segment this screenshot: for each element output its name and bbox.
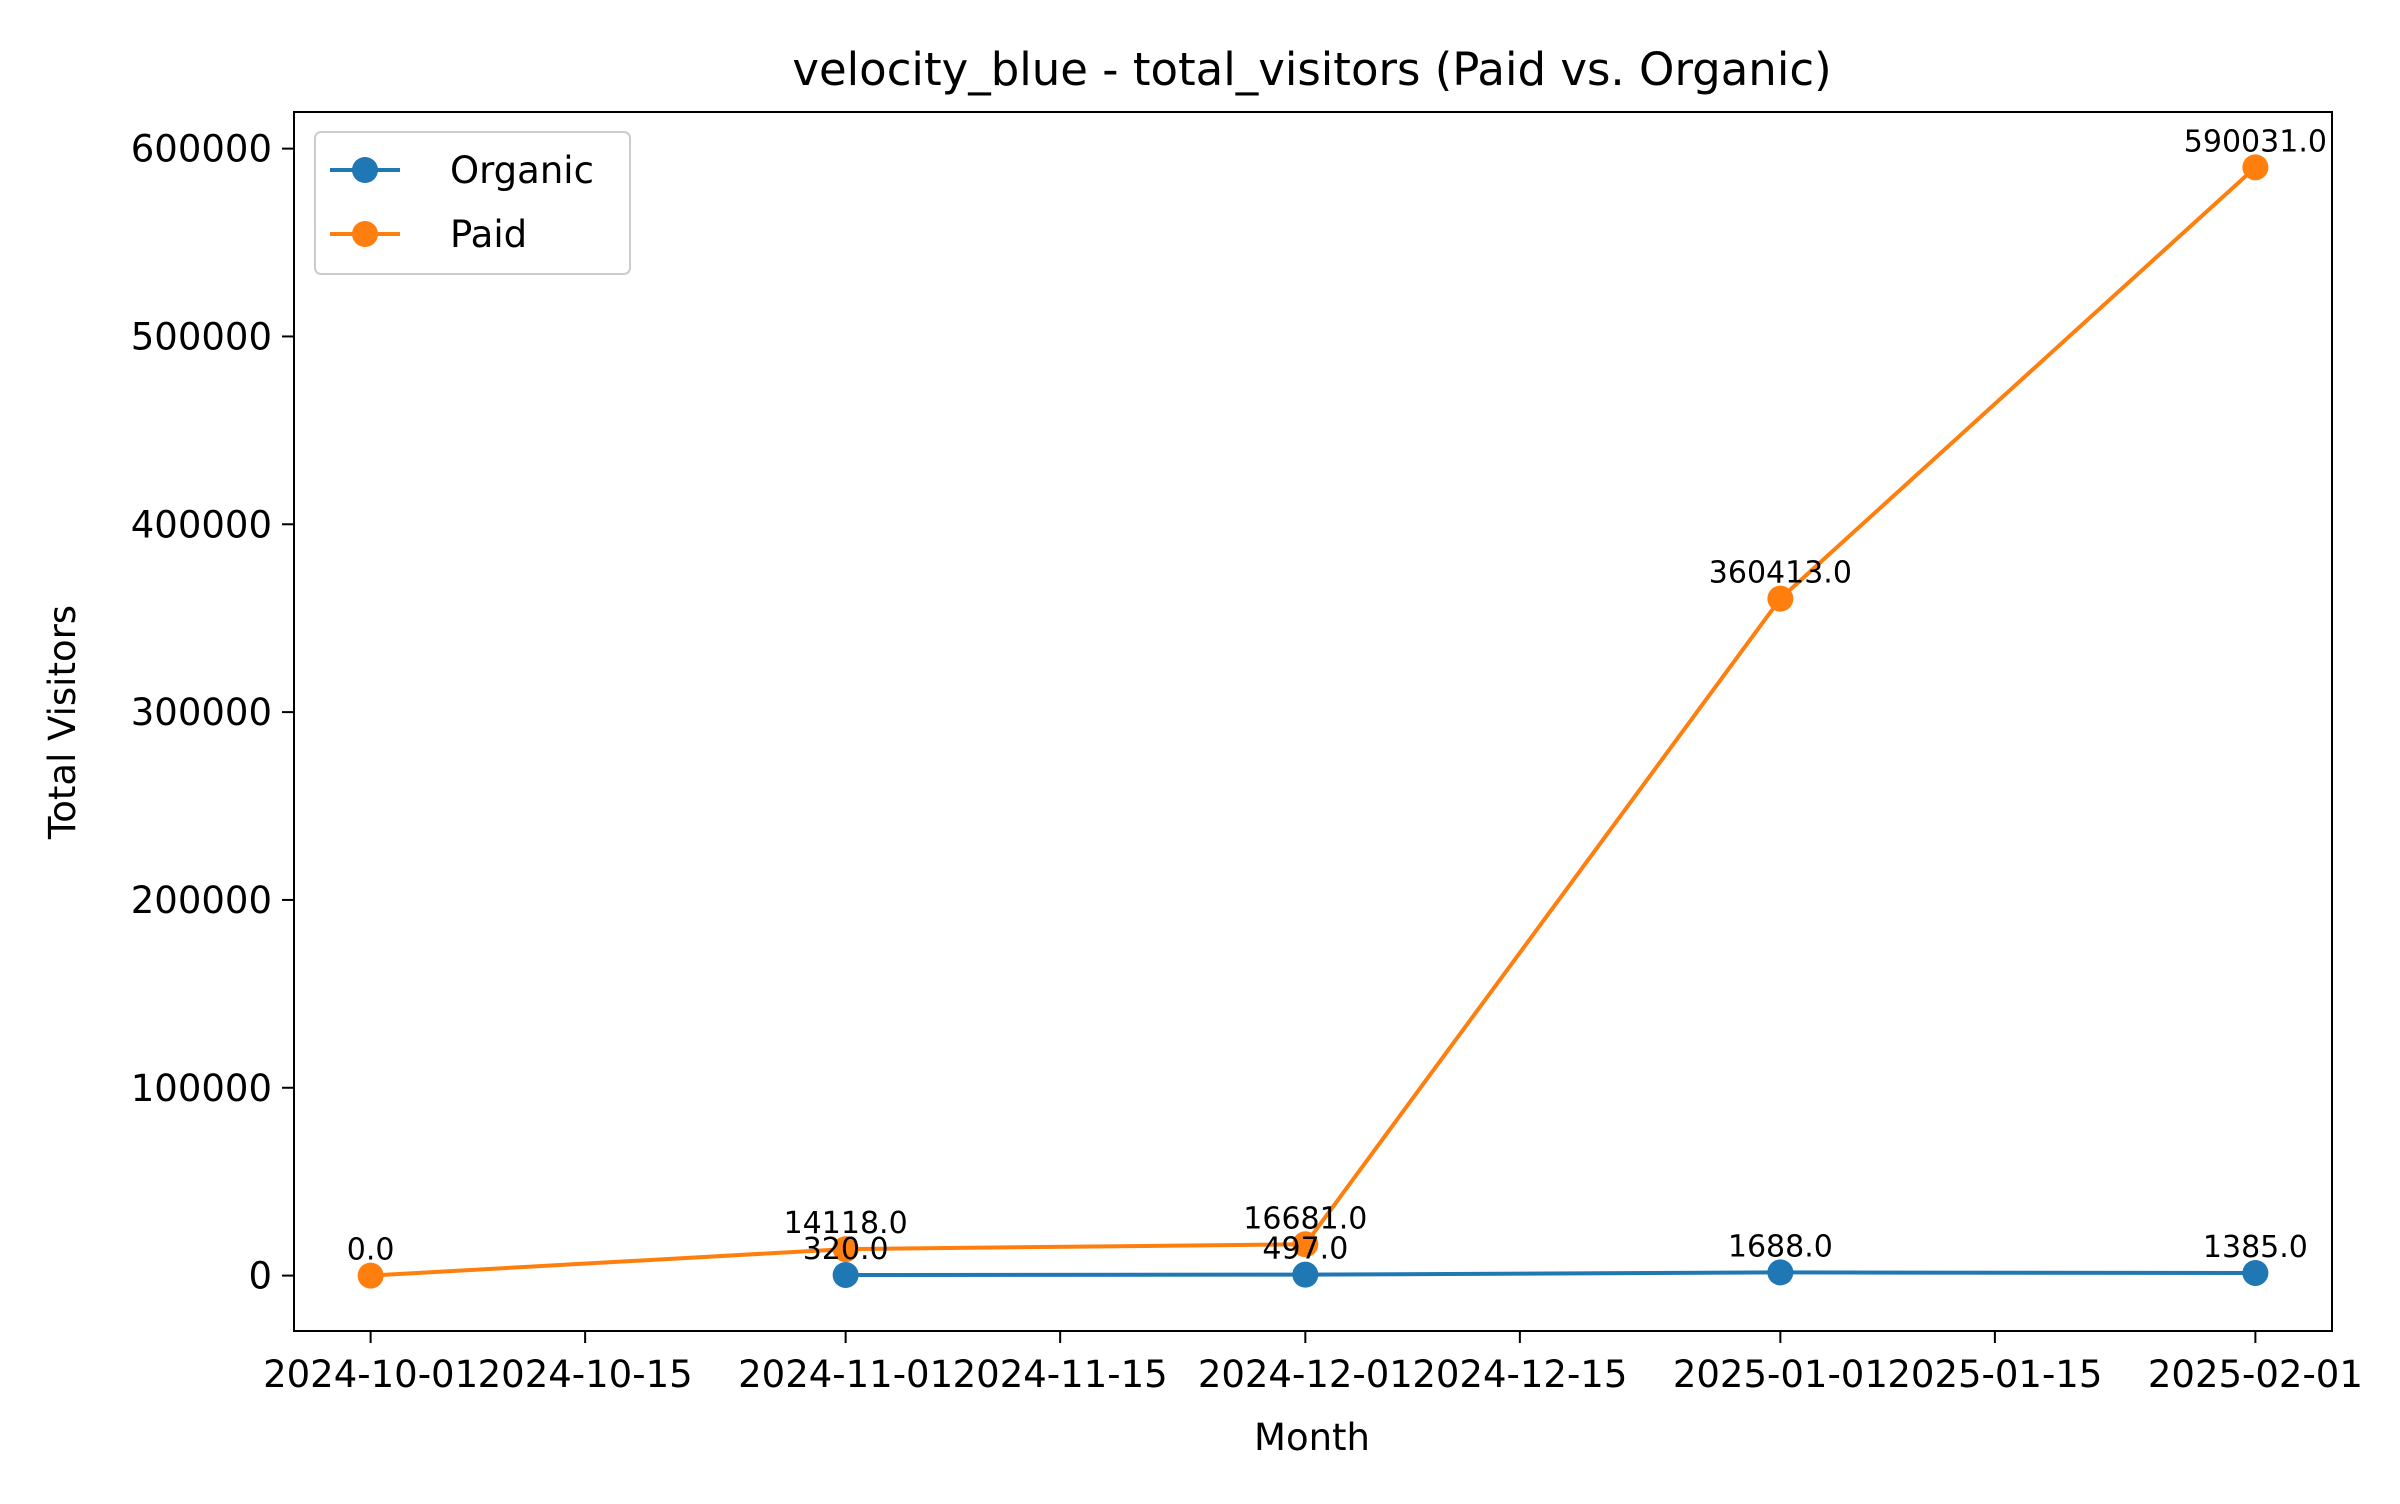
- y-tick-label: 100000: [131, 1067, 272, 1110]
- y-tick-label: 600000: [131, 128, 272, 171]
- paid-data-label: 590031.0: [2184, 124, 2327, 159]
- organic-point: [1767, 1259, 1794, 1286]
- y-tick-label: 300000: [131, 691, 272, 734]
- organic-data-label: 497.0: [1262, 1232, 1348, 1267]
- x-tick-label: 2025-01-01: [1673, 1353, 1888, 1396]
- paid-point: [1767, 585, 1794, 612]
- x-tick-label: 2024-11-01: [738, 1353, 953, 1396]
- organic-data-label: 320.0: [803, 1232, 889, 1267]
- organic-data-label: 1385.0: [2203, 1230, 2308, 1265]
- legend-marker-organic: [352, 157, 378, 183]
- legend-marker-paid: [352, 221, 378, 247]
- organic-data-label: 1688.0: [1728, 1229, 1833, 1264]
- paid-data-label: 0.0: [347, 1233, 395, 1268]
- organic-point: [1292, 1261, 1319, 1288]
- series-line-paid: [370, 165, 2257, 1278]
- series-line-organic: [845, 1270, 2256, 1277]
- x-tick-label: 2025-02-01: [2148, 1353, 2363, 1396]
- y-tick-label: 500000: [131, 315, 272, 358]
- x-tick-label: 2024-10-15: [478, 1353, 693, 1396]
- paid-point: [1292, 1231, 1319, 1258]
- paid-data-label: 16681.0: [1243, 1201, 1367, 1236]
- x-axis-label: Month: [1254, 1416, 1370, 1459]
- chart-title: velocity_blue - total_visitors (Paid vs.…: [792, 43, 1831, 96]
- x-tick-label: 2024-12-15: [1412, 1353, 1627, 1396]
- x-tick-label: 2024-10-01: [263, 1353, 478, 1396]
- y-tick-label: 200000: [131, 879, 272, 922]
- y-tick-label: 0: [248, 1255, 272, 1298]
- y-tick-label: 400000: [131, 503, 272, 546]
- organic-point: [832, 1261, 859, 1288]
- paid-data-label: 360413.0: [1709, 556, 1852, 591]
- paid-data-label: 14118.0: [784, 1206, 908, 1241]
- legend: [314, 131, 631, 275]
- y-axis-label: Total Visitors: [41, 605, 84, 840]
- plot-frame: [293, 111, 2333, 1332]
- legend-label-organic: Organic: [450, 149, 594, 192]
- x-tick-label: 2024-11-15: [953, 1353, 1168, 1396]
- paid-point: [2242, 154, 2269, 181]
- x-tick-label: 2024-12-01: [1198, 1353, 1413, 1396]
- paid-point: [357, 1262, 384, 1289]
- organic-point: [2242, 1259, 2269, 1286]
- paid-point: [832, 1236, 859, 1263]
- legend-label-paid: Paid: [450, 213, 527, 256]
- x-tick-label: 2025-01-15: [1887, 1353, 2102, 1396]
